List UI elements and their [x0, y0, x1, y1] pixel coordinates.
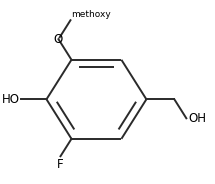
Text: O: O: [54, 33, 63, 46]
Text: F: F: [57, 158, 64, 171]
Text: methoxy: methoxy: [71, 10, 111, 19]
Text: HO: HO: [2, 93, 20, 106]
Text: OH: OH: [188, 112, 206, 125]
